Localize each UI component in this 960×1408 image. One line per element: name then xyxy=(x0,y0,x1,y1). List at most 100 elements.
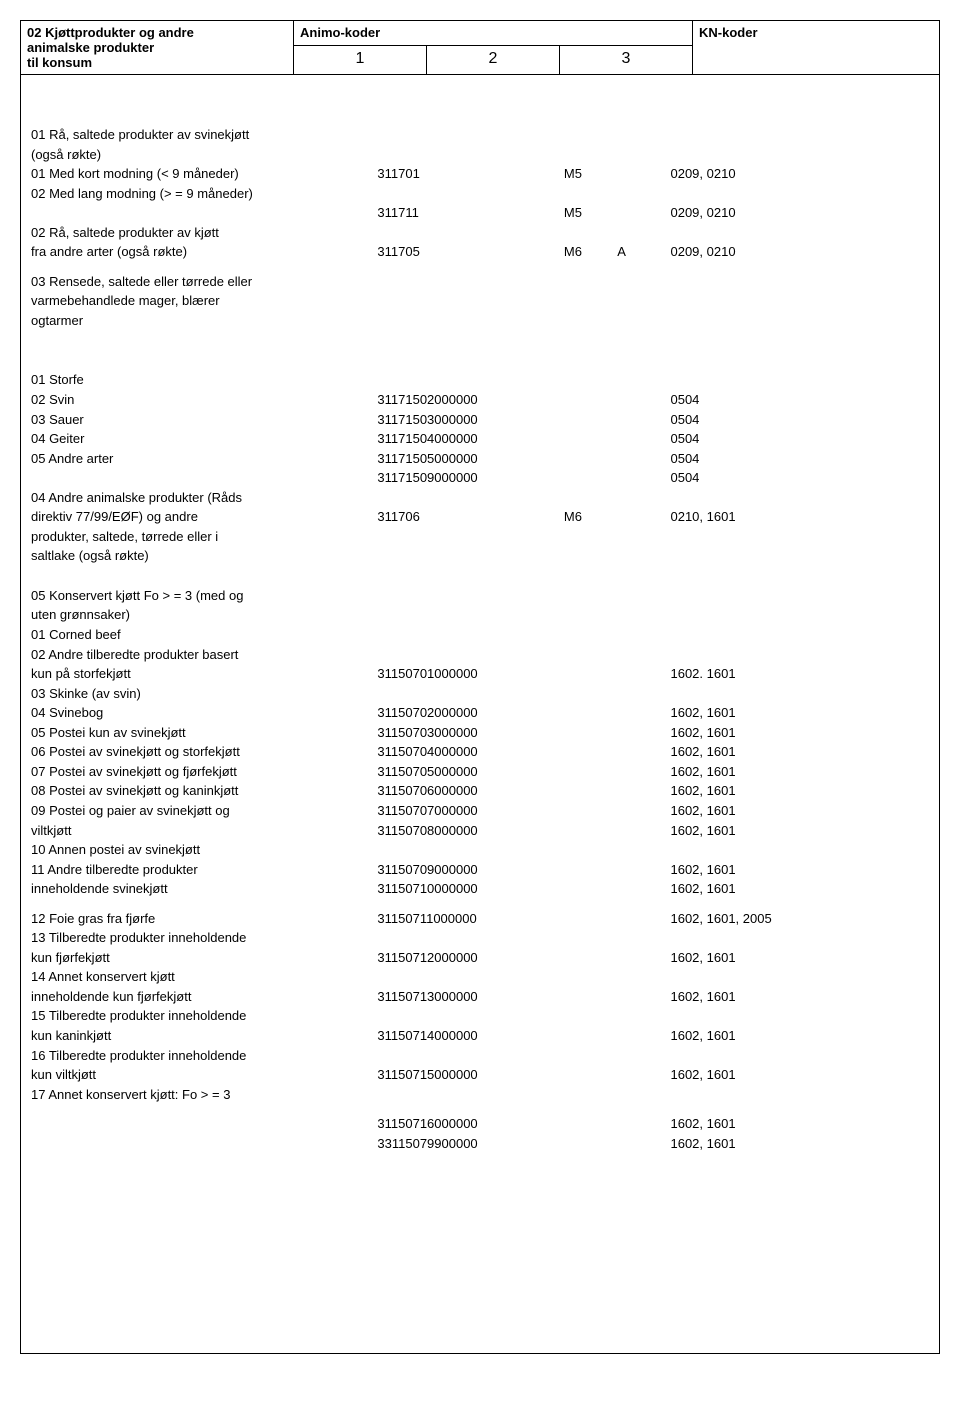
table-row: 13 Tilberedte produkter inneholdende xyxy=(27,928,933,948)
kn: 0504 xyxy=(666,410,933,430)
desc: 13 Tilberedte produkter inneholdende xyxy=(27,928,373,948)
desc: (også røkte) xyxy=(27,145,373,165)
desc: 01 Rå, saltede produkter av svinekjøtt xyxy=(27,125,373,145)
table-row: inneholdende svinekjøtt31150710000000160… xyxy=(27,879,933,899)
desc: 06 Postei av svinekjøtt og storfekjøtt xyxy=(27,742,373,762)
animo1: 31171504000000 xyxy=(373,429,560,449)
desc: 03 Skinke (av svin) xyxy=(27,684,373,704)
kn: 0504 xyxy=(666,429,933,449)
desc: viltkjøtt xyxy=(27,821,373,841)
table-row: 04 Svinebog311507020000001602, 1601 xyxy=(27,703,933,723)
desc: kun fjørfekjøtt xyxy=(27,948,373,968)
table-row: 17 Annet konservert kjøtt: Fo > = 3 xyxy=(27,1085,933,1105)
animo1: 31150709000000 xyxy=(373,860,560,880)
animo2: M5 xyxy=(560,164,613,184)
animo-header: Animo-koder xyxy=(294,21,693,46)
table-row: viltkjøtt31150708000000 1602, 1601 xyxy=(27,821,933,841)
table-row: 02 Svin311715020000000504 xyxy=(27,390,933,410)
table-row: 02 Rå, saltede produkter av kjøtt xyxy=(27,223,933,243)
desc: 15 Tilberedte produkter inneholdende xyxy=(27,1006,373,1026)
animo1: 31150714000000 xyxy=(373,1026,560,1046)
desc: 08 Postei av svinekjøtt og kaninkjøtt xyxy=(27,781,373,801)
desc: 05 Andre arter xyxy=(27,449,373,469)
table-row: inneholdende kun fjørfekjøtt311507130000… xyxy=(27,987,933,1007)
desc: 05 Postei kun av svinekjøtt xyxy=(27,723,373,743)
table-row: 08 Postei av svinekjøtt og kaninkjøtt311… xyxy=(27,781,933,801)
table-row: produkter, saltede, tørrede eller i xyxy=(27,527,933,547)
kn: 1602, 1601 xyxy=(666,703,933,723)
kn: 1602. 1601 xyxy=(666,664,933,684)
desc: uten grønnsaker) xyxy=(27,605,373,625)
kn-header: KN-koder xyxy=(693,21,940,75)
desc: inneholdende kun fjørfekjøtt xyxy=(27,987,373,1007)
table-row: 04 Andre animalske produkter (Råds xyxy=(27,488,933,508)
table-row: kun viltkjøtt311507150000001602, 1601 xyxy=(27,1065,933,1085)
table-row: 311507160000001602, 1601 xyxy=(27,1114,933,1134)
document-table: 02 Kjøttprodukter og andre animalske pro… xyxy=(20,20,940,1354)
desc: 03 Rensede, saltede eller tørrede eller xyxy=(27,272,373,292)
desc: direktiv 77/99/EØF) og andre xyxy=(27,507,373,527)
table-row: 05 Konservert kjøtt Fo > = 3 (med og xyxy=(27,586,933,606)
kn: 0209, 0210 xyxy=(666,164,933,184)
table-row: uten grønnsaker) xyxy=(27,605,933,625)
animo3: A xyxy=(613,242,666,262)
animo1: 311711 xyxy=(373,203,560,223)
table-row: 04 Geiter31171504000000 0504 xyxy=(27,429,933,449)
desc: 02 Andre tilberedte produkter basert xyxy=(27,645,373,665)
table-row: varmebehandlede mager, blærer xyxy=(27,291,933,311)
header-row: 02 Kjøttprodukter og andre animalske pro… xyxy=(21,21,940,46)
data-table: 01 Rå, saltede produkter av svinekjøtt (… xyxy=(27,85,933,1153)
animo1: 31150707000000 xyxy=(373,801,560,821)
kn: 0504 xyxy=(666,468,933,488)
animo2: M5 xyxy=(560,203,613,223)
header-title-cell: 02 Kjøttprodukter og andre animalske pro… xyxy=(21,21,294,75)
desc: 04 Andre animalske produkter (Råds xyxy=(27,488,373,508)
kn: 1602, 1601, 2005 xyxy=(666,909,933,929)
animo1: 31150706000000 xyxy=(373,781,560,801)
table-row: 01 Med kort modning (< 9 måneder)311701M… xyxy=(27,164,933,184)
desc: inneholdende svinekjøtt xyxy=(27,879,373,899)
desc: 01 Storfe xyxy=(27,370,373,390)
kn: 1602, 1601 xyxy=(666,860,933,880)
table-row: 14 Annet konservert kjøtt xyxy=(27,967,933,987)
animo1: 311706 xyxy=(373,507,560,527)
desc: 01 Med kort modning (< 9 måneder) xyxy=(27,164,373,184)
desc: 04 Geiter xyxy=(27,429,373,449)
desc: 17 Annet konservert kjøtt: Fo > = 3 xyxy=(27,1085,373,1105)
desc: kun på storfekjøtt xyxy=(27,664,373,684)
animo1: 31150713000000 xyxy=(373,987,560,1007)
table-row: 11 Andre tilberedte produkter31150709000… xyxy=(27,860,933,880)
kn: 1602, 1601 xyxy=(666,821,933,841)
kn: 1602, 1601 xyxy=(666,762,933,782)
desc: 02 Med lang modning (> = 9 måneder) xyxy=(27,184,373,204)
desc: 03 Sauer xyxy=(27,410,373,430)
desc: kun viltkjøtt xyxy=(27,1065,373,1085)
title-line2: animalske produkter xyxy=(27,40,154,55)
table-row: 03 Sauer311715030000000504 xyxy=(27,410,933,430)
desc: produkter, saltede, tørrede eller i xyxy=(27,527,373,547)
table-row: (også røkte) xyxy=(27,145,933,165)
table-row: kun kaninkjøtt311507140000001602, 1601 xyxy=(27,1026,933,1046)
animo-col1: 1 xyxy=(294,46,427,75)
animo2: M6 xyxy=(560,242,613,262)
desc: ogtarmer xyxy=(27,311,373,331)
table-row: 05 Andre arter311715050000000504 xyxy=(27,449,933,469)
kn: 1602, 1601 xyxy=(666,742,933,762)
desc: 14 Annet konservert kjøtt xyxy=(27,967,373,987)
animo1: 31150701000000 xyxy=(373,664,560,684)
table-row: 10 Annen postei av svinekjøtt xyxy=(27,840,933,860)
title-line1: 02 Kjøttprodukter og andre xyxy=(27,25,194,40)
table-row: 03 Skinke (av svin) xyxy=(27,684,933,704)
kn: 1602, 1601 xyxy=(666,879,933,899)
animo1: 31150708000000 xyxy=(373,821,560,841)
kn: 0209, 0210 xyxy=(666,203,933,223)
table-row: ogtarmer xyxy=(27,311,933,331)
desc: varmebehandlede mager, blærer xyxy=(27,291,373,311)
desc: kun kaninkjøtt xyxy=(27,1026,373,1046)
desc: 05 Konservert kjøtt Fo > = 3 (med og xyxy=(27,586,373,606)
desc: 04 Svinebog xyxy=(27,703,373,723)
desc: 02 Rå, saltede produkter av kjøtt xyxy=(27,223,373,243)
animo1: 31150705000000 xyxy=(373,762,560,782)
table-row: 16 Tilberedte produkter inneholdende xyxy=(27,1046,933,1066)
kn: 1602, 1601 xyxy=(666,1065,933,1085)
